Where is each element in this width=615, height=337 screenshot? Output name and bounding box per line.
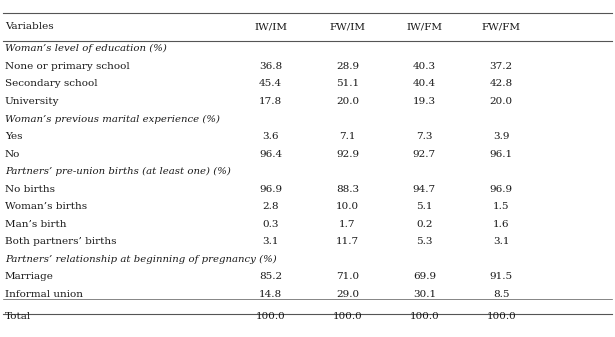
Text: 1.7: 1.7 <box>339 220 355 228</box>
Text: 7.1: 7.1 <box>339 132 355 141</box>
Text: 45.4: 45.4 <box>259 80 282 88</box>
Text: 0.2: 0.2 <box>416 220 432 228</box>
Text: Woman’s level of education (%): Woman’s level of education (%) <box>5 44 167 54</box>
Text: FW/FM: FW/FM <box>482 23 521 31</box>
Text: 92.7: 92.7 <box>413 150 436 158</box>
Text: IW/FM: IW/FM <box>407 23 442 31</box>
Text: 11.7: 11.7 <box>336 237 359 246</box>
Text: 20.0: 20.0 <box>336 97 359 106</box>
Text: 96.9: 96.9 <box>490 185 513 193</box>
Text: 5.1: 5.1 <box>416 202 432 211</box>
Text: 37.2: 37.2 <box>490 62 513 71</box>
Text: 17.8: 17.8 <box>259 97 282 106</box>
Text: 30.1: 30.1 <box>413 290 436 299</box>
Text: Marriage: Marriage <box>5 272 54 281</box>
Text: 85.2: 85.2 <box>259 272 282 281</box>
Text: IW/IM: IW/IM <box>254 23 287 31</box>
Text: 3.6: 3.6 <box>263 132 279 141</box>
Text: Yes: Yes <box>5 132 22 141</box>
Text: 0.3: 0.3 <box>263 220 279 228</box>
Text: 96.1: 96.1 <box>490 150 513 158</box>
Text: Woman’s previous marital experience (%): Woman’s previous marital experience (%) <box>5 114 220 124</box>
Text: 8.5: 8.5 <box>493 290 509 299</box>
Text: No: No <box>5 150 20 158</box>
Text: 29.0: 29.0 <box>336 290 359 299</box>
Text: Woman’s births: Woman’s births <box>5 202 87 211</box>
Text: 3.9: 3.9 <box>493 132 509 141</box>
Text: 94.7: 94.7 <box>413 185 436 193</box>
Text: 3.1: 3.1 <box>263 237 279 246</box>
Text: 51.1: 51.1 <box>336 80 359 88</box>
Text: 88.3: 88.3 <box>336 185 359 193</box>
Text: 91.5: 91.5 <box>490 272 513 281</box>
Text: 71.0: 71.0 <box>336 272 359 281</box>
Text: 20.0: 20.0 <box>490 97 513 106</box>
Text: 14.8: 14.8 <box>259 290 282 299</box>
Text: 19.3: 19.3 <box>413 97 436 106</box>
Text: 100.0: 100.0 <box>333 312 362 320</box>
Text: 96.9: 96.9 <box>259 185 282 193</box>
Text: Man’s birth: Man’s birth <box>5 220 66 228</box>
Text: 3.1: 3.1 <box>493 237 509 246</box>
Text: 92.9: 92.9 <box>336 150 359 158</box>
Text: 96.4: 96.4 <box>259 150 282 158</box>
Text: 36.8: 36.8 <box>259 62 282 71</box>
Text: 100.0: 100.0 <box>410 312 439 320</box>
Text: 100.0: 100.0 <box>256 312 285 320</box>
Text: 69.9: 69.9 <box>413 272 436 281</box>
Text: 5.3: 5.3 <box>416 237 432 246</box>
Text: Informal union: Informal union <box>5 290 83 299</box>
Text: FW/IM: FW/IM <box>330 23 365 31</box>
Text: 40.4: 40.4 <box>413 80 436 88</box>
Text: 42.8: 42.8 <box>490 80 513 88</box>
Text: 28.9: 28.9 <box>336 62 359 71</box>
Text: None or primary school: None or primary school <box>5 62 130 71</box>
Text: No births: No births <box>5 185 55 193</box>
Text: Total: Total <box>5 312 31 320</box>
Text: Partners’ relationship at beginning of pregnancy (%): Partners’ relationship at beginning of p… <box>5 254 277 264</box>
Text: 7.3: 7.3 <box>416 132 432 141</box>
Text: 100.0: 100.0 <box>486 312 516 320</box>
Text: 1.6: 1.6 <box>493 220 509 228</box>
Text: 1.5: 1.5 <box>493 202 509 211</box>
Text: Both partners’ births: Both partners’ births <box>5 237 116 246</box>
Text: 10.0: 10.0 <box>336 202 359 211</box>
Text: University: University <box>5 97 60 106</box>
Text: Secondary school: Secondary school <box>5 80 98 88</box>
Text: 2.8: 2.8 <box>263 202 279 211</box>
Text: 40.3: 40.3 <box>413 62 436 71</box>
Text: Partners’ pre-union births (at least one) (%): Partners’ pre-union births (at least one… <box>5 167 231 176</box>
Text: Variables: Variables <box>5 23 54 31</box>
